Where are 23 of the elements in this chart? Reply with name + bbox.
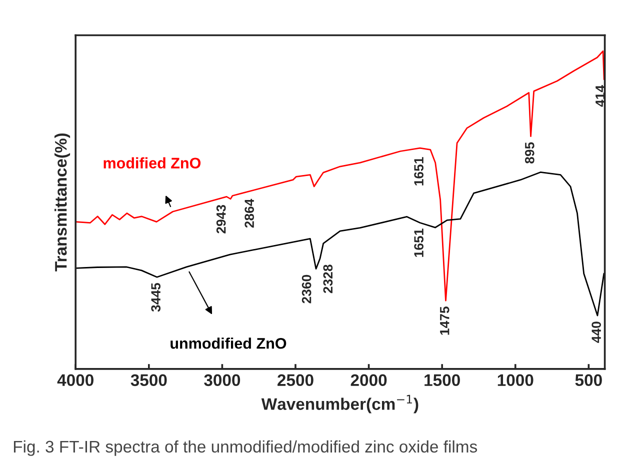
x-tick-label: 3500	[130, 374, 167, 386]
text: modified ZnO	[104, 157, 201, 169]
annotation: 2360	[302, 274, 312, 304]
y-axis-title: Transmittance(%)	[54, 133, 70, 272]
x-tick-label: 1000	[498, 374, 534, 386]
x-tick-label: 3000	[204, 374, 240, 386]
annotation: 1475	[440, 306, 450, 335]
x-tick-label: 500	[575, 374, 602, 386]
caption: Fig. 3 FT-IR spectra of the unmodified/modified zinc oxide films	[14, 440, 478, 456]
x-tick-label: 2000	[350, 374, 387, 386]
annotation: 2328	[323, 264, 333, 294]
text: unmodified ZnO	[170, 338, 286, 349]
annotation: 1651	[414, 157, 424, 186]
annotation: 440	[592, 322, 602, 343]
annotation: 895	[524, 142, 534, 164]
annotation: 2943	[216, 204, 226, 234]
x-tick-label: 4000	[57, 374, 94, 386]
annotation: 2864	[244, 198, 254, 228]
annotation: 1651	[414, 228, 424, 257]
annotation: 3445	[151, 283, 161, 312]
x-tick-label: 2500	[278, 374, 314, 386]
x-tick-label: 1500	[424, 374, 460, 386]
x-axis-title: Wavenumber(cm$^{−1}$)	[261, 394, 418, 414]
